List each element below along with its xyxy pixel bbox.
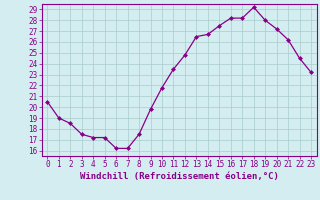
X-axis label: Windchill (Refroidissement éolien,°C): Windchill (Refroidissement éolien,°C) (80, 172, 279, 181)
